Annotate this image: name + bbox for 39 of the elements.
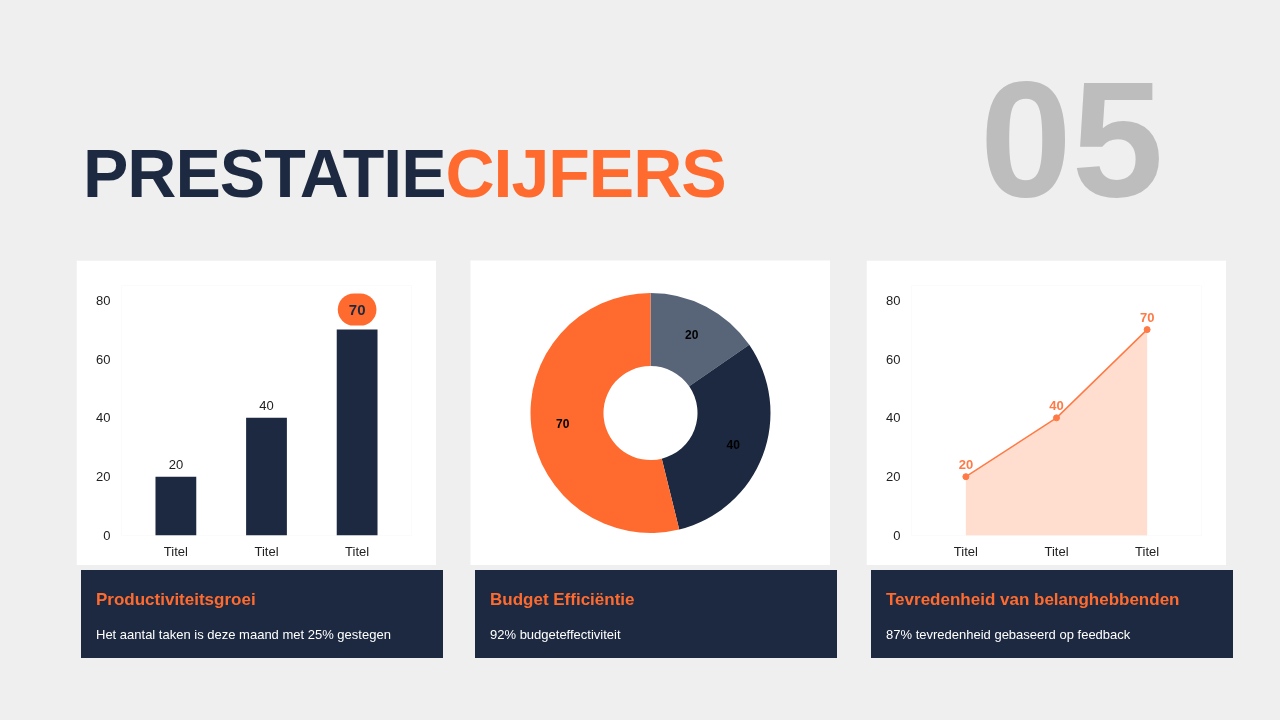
data-label: 70	[555, 417, 570, 432]
x-tick-label: Titel	[163, 543, 189, 559]
x-tick-label: Titel	[345, 543, 370, 559]
data-label: 40	[726, 437, 741, 452]
data-label: 40	[259, 397, 274, 413]
y-tick-label: 0	[103, 528, 111, 543]
text: Het aantal taken is deze maand met 25% gestegen	[96, 626, 391, 645]
y-tick-label: 80	[886, 292, 901, 308]
y-tick-label: 40	[96, 410, 111, 426]
text: 92% budgeteffectiviteit	[490, 626, 622, 645]
data-label: 70	[1139, 309, 1155, 325]
data-label: 20	[958, 456, 974, 472]
text: PRESTATIE	[83, 135, 446, 211]
point	[962, 473, 970, 481]
y-tick-label: 0	[893, 528, 901, 543]
data-label: 20	[684, 328, 699, 343]
text: Tevredenheid van belanghebbenden	[886, 589, 1180, 611]
data-label: 40	[1049, 397, 1064, 413]
y-tick-label: 60	[96, 351, 111, 367]
x-tick-label: Titel	[1135, 543, 1160, 559]
y-tick-label: 20	[96, 469, 111, 485]
point	[1053, 414, 1060, 422]
y-tick-label: 40	[886, 410, 901, 426]
x-tick-label: Titel	[1044, 543, 1069, 559]
bar	[336, 329, 378, 536]
text: Productiviteitsgroei	[96, 589, 257, 611]
text: Budget Efficiëntie	[490, 589, 635, 611]
y-tick-label: 20	[886, 469, 901, 485]
bar	[246, 417, 287, 536]
y-tick-label: 60	[886, 351, 901, 367]
x-tick-label: Titel	[254, 543, 279, 559]
bar	[155, 476, 197, 536]
point	[1143, 326, 1151, 334]
data-label: 70	[348, 300, 366, 318]
x-tick-label: Titel	[953, 543, 979, 559]
data-label: 20	[168, 456, 184, 472]
text: 87% tevredenheid gebaseerd op feedback	[886, 626, 1132, 645]
text: CIJFERS	[445, 135, 726, 211]
y-tick-label: 80	[96, 292, 111, 308]
